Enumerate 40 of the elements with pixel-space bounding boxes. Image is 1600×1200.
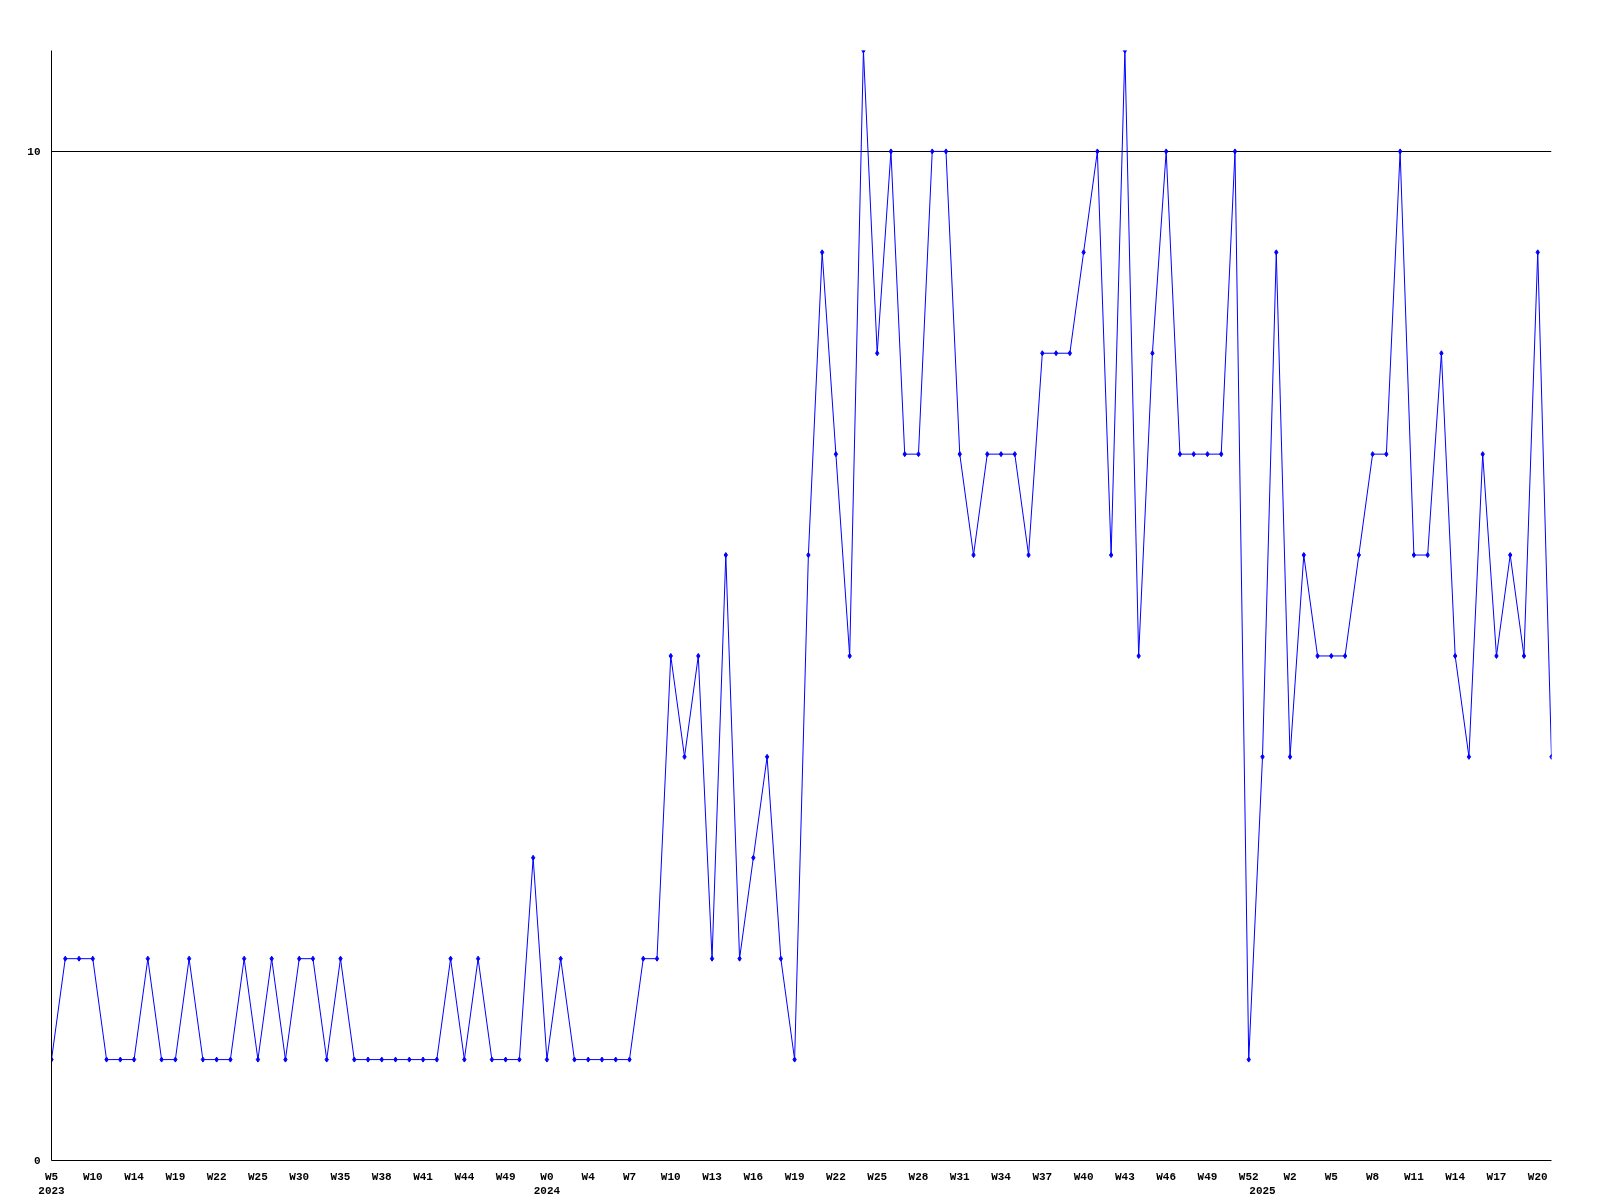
x-tick-label: W5 2023 — [38, 1170, 66, 1197]
y-tick-label: 0 — [33, 1155, 41, 1167]
x-tick-label: W41 — [413, 1170, 434, 1183]
x-tick-label: W10 — [660, 1170, 681, 1183]
x-tick-label: W44 — [454, 1170, 475, 1183]
x-tick-label: W34 — [991, 1170, 1012, 1183]
x-tick-label: W7 — [622, 1170, 637, 1183]
x-tick-label: W46 — [1156, 1170, 1177, 1183]
x-tick-label: W22 — [206, 1170, 227, 1183]
x-tick-label: W19 — [784, 1170, 805, 1183]
x-tick-label: W4 — [581, 1170, 596, 1183]
x-tick-label: W10 — [82, 1170, 103, 1183]
x-tick-label: W19 — [165, 1170, 186, 1183]
x-tick-label: W14 — [1445, 1170, 1466, 1183]
x-tick-label: 2025 — [1249, 1184, 1277, 1197]
x-tick-label: W2 — [1283, 1170, 1297, 1183]
x-tick-label: W38 — [371, 1170, 393, 1183]
x-tick-label: W16 — [743, 1170, 764, 1183]
x-tick-label: W25 — [867, 1170, 888, 1183]
x-tick-label: W17 — [1486, 1170, 1507, 1183]
x-tick-label: W13 — [702, 1170, 723, 1183]
x-tick-label: W35 — [330, 1170, 351, 1183]
x-tick-label: W11 — [1403, 1170, 1425, 1183]
x-tick-label: W37 — [1032, 1170, 1053, 1183]
y-tick-label: 10 — [27, 145, 41, 158]
x-tick-label: W28 — [908, 1170, 929, 1183]
x-tick-label: W14 — [124, 1170, 145, 1183]
x-tick-label: W31 — [949, 1170, 971, 1183]
x-tick-label: W25 — [248, 1170, 269, 1183]
x-tick-label: W43 — [1114, 1170, 1136, 1183]
x-tick-label: W49 — [1197, 1170, 1218, 1183]
x-tick-label: W5 — [1324, 1170, 1339, 1183]
x-tick-label: W8 — [1366, 1170, 1380, 1183]
x-tick-label: W40 — [1073, 1170, 1094, 1183]
x-tick-label: W52 — [1238, 1170, 1259, 1183]
x-tick-label: W0 2024 — [533, 1170, 561, 1197]
x-tick-label: W49 — [495, 1170, 516, 1183]
x-tick-label: W30 — [289, 1170, 310, 1183]
x-tick-label: W20 — [1527, 1170, 1548, 1183]
x-tick-label: W22 — [826, 1170, 846, 1183]
